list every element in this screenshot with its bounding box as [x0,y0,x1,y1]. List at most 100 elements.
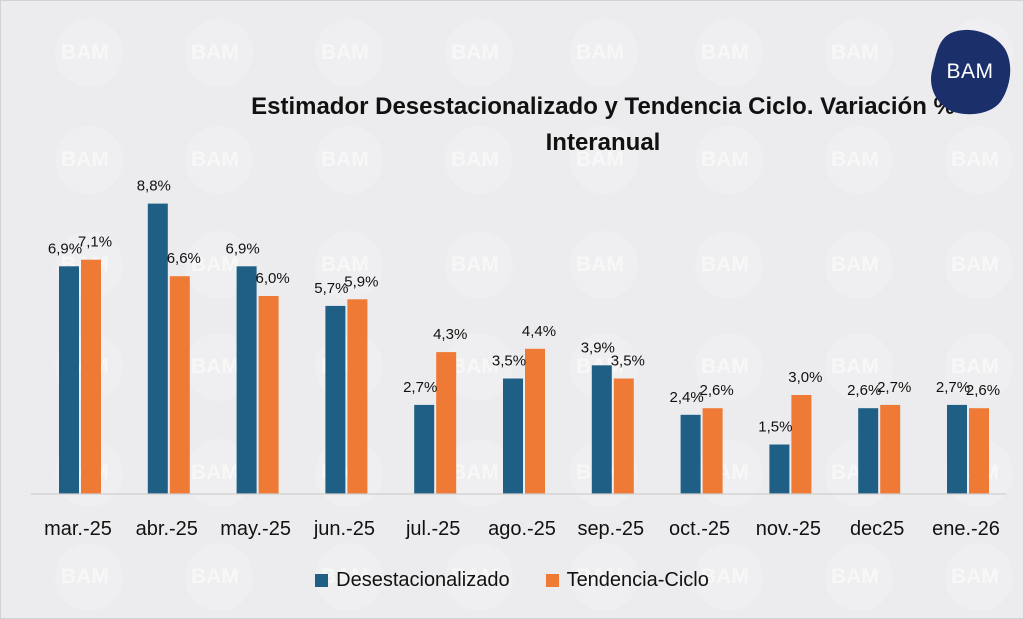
watermark-text: BAM [831,565,879,588]
x-tick-label-4: jul.-25 [405,518,460,540]
bar-tendencia-ciclo-3 [347,299,368,494]
x-tick-label-9: dec25 [850,518,905,540]
data-label-tendencia-ciclo-9: 2,7% [877,379,911,396]
watermark-text: BAM [451,355,499,378]
watermark-text: BAM [451,253,499,276]
bar-desestacionalizado-1 [147,203,168,494]
watermark-text: BAM [831,148,879,171]
x-tick-label-8: nov.-25 [756,518,821,540]
bam-logo: BAM [929,27,1011,117]
data-label-tendencia-ciclo-3: 5,9% [344,273,378,290]
watermark-circle [825,19,893,87]
x-tick-label-10: ene.-26 [932,518,1000,540]
x-tick-labels-layer: mar.-25 abr.-25 may.-25 jun.-25 jul.-25 ago.-… [44,518,1000,540]
x-tick-label-7: oct.-25 [669,518,730,540]
watermark-text: BAM [701,253,749,276]
data-label-desestacionalizado-2: 6,9% [225,240,259,257]
watermark-circle [695,126,763,194]
watermark-text: BAM [321,148,369,171]
watermark-circle [825,333,893,401]
logo-shape-icon [931,29,1011,115]
watermark-text: BAM [451,565,499,588]
legend-item-desestacionalizado: Desestacionalizado [315,569,510,592]
bar-desestacionalizado-0 [59,266,79,494]
data-label-desestacionalizado-9: 2,6% [847,382,881,399]
x-tick-label-5: ago.-25 [488,518,556,540]
watermark-circle [695,19,763,87]
legend-item-tendencia-ciclo: Tendencia-Ciclo [545,569,709,592]
watermark-circle [445,231,513,299]
watermark-circle [445,333,513,401]
watermark-circle [825,231,893,299]
watermark-text: BAM [951,253,999,276]
watermark-text: BAM [191,565,239,588]
bar-desestacionalizado-2 [236,266,257,494]
watermark-circle [185,333,253,401]
data-label-tendencia-ciclo-6: 3,5% [611,353,645,370]
watermark-circle [695,231,763,299]
watermark-text: BAM [191,355,239,378]
chart-title-line-2: Interanual [545,129,661,156]
legend-swatch-series1 [315,574,329,587]
data-label-desestacionalizado-1: 8,8% [137,178,171,195]
data-label-tendencia-ciclo-5: 4,4% [522,323,556,340]
chart-legend: Desestacionalizado Tendencia-Ciclo [1,569,1023,592]
bar-tendencia-ciclo-4 [436,352,457,494]
watermark-circle [315,126,383,194]
bar-tendencia-ciclo-5 [525,348,545,494]
data-label-tendencia-ciclo-0: 7,1% [78,234,112,251]
watermark-circle [570,543,638,611]
bar-tendencia-ciclo-6 [613,378,634,494]
data-labels-layer: 6,9%7,1%8,8%6,6%6,9%6,0%5,7%5,9%2,7%4,3%… [48,178,1000,436]
bar-tendencia-ciclo-9 [880,404,901,494]
bar-desestacionalizado-10 [947,404,967,494]
watermark-text: BAM [951,565,999,588]
watermark-text: BAM [451,41,499,64]
watermark-circle [315,543,383,611]
watermark-layer: BAM BAM BAM BAM BAM BAM BAM BAM BAM BAM BAM BAM BAM B… [55,19,1013,611]
data-label-tendencia-ciclo-8: 3,0% [788,369,822,386]
watermark-circle [315,231,383,299]
watermark-circle [445,543,513,611]
watermark-circle [185,543,253,611]
watermark-text: BAM [451,148,499,171]
data-label-tendencia-ciclo-2: 6,0% [255,270,289,287]
watermark-circle [945,231,1013,299]
watermark-text: BAM [576,41,624,64]
watermark-circle [570,231,638,299]
watermark-text: BAM [191,148,239,171]
watermark-text: BAM [701,148,749,171]
bar-tendencia-ciclo-1 [169,276,190,494]
bar-desestacionalizado-3 [325,305,346,494]
watermark-circle [185,439,253,507]
watermark-text: BAM [61,148,109,171]
data-label-desestacionalizado-0: 6,9% [48,240,82,257]
chart-title: Estimador Desestacionalizado y Tendencia… [223,89,983,161]
bar-tendencia-ciclo-7 [702,408,723,494]
bar-desestacionalizado-7 [680,414,701,494]
bar-tendencia-ciclo-10 [969,408,989,494]
watermark-text: BAM [191,41,239,64]
watermark-circle [315,19,383,87]
legend-label-series2: Tendencia-Ciclo [566,569,709,591]
watermark-text: BAM [576,253,624,276]
watermark-circle [185,126,253,194]
watermark-text: BAM [451,461,499,484]
chart-title-line-1: Estimador Desestacionalizado y Tendencia… [251,93,955,120]
x-tick-label-3: jun.-25 [313,518,375,540]
data-label-desestacionalizado-10: 2,7% [936,379,970,396]
watermark-circle [185,231,253,299]
watermark-text: BAM [321,41,369,64]
watermark-text: BAM [831,41,879,64]
watermark-text: BAM [831,355,879,378]
watermark-circle [185,19,253,87]
watermark-text: BAM [831,253,879,276]
watermark-text: BAM [191,253,239,276]
watermark-circle [695,543,763,611]
watermark-circle [55,19,123,87]
data-label-tendencia-ciclo-7: 2,6% [699,382,733,399]
data-label-tendencia-ciclo-4: 4,3% [433,326,467,343]
data-label-desestacionalizado-8: 1,5% [758,419,792,436]
data-label-desestacionalizado-7: 2,4% [669,389,703,406]
